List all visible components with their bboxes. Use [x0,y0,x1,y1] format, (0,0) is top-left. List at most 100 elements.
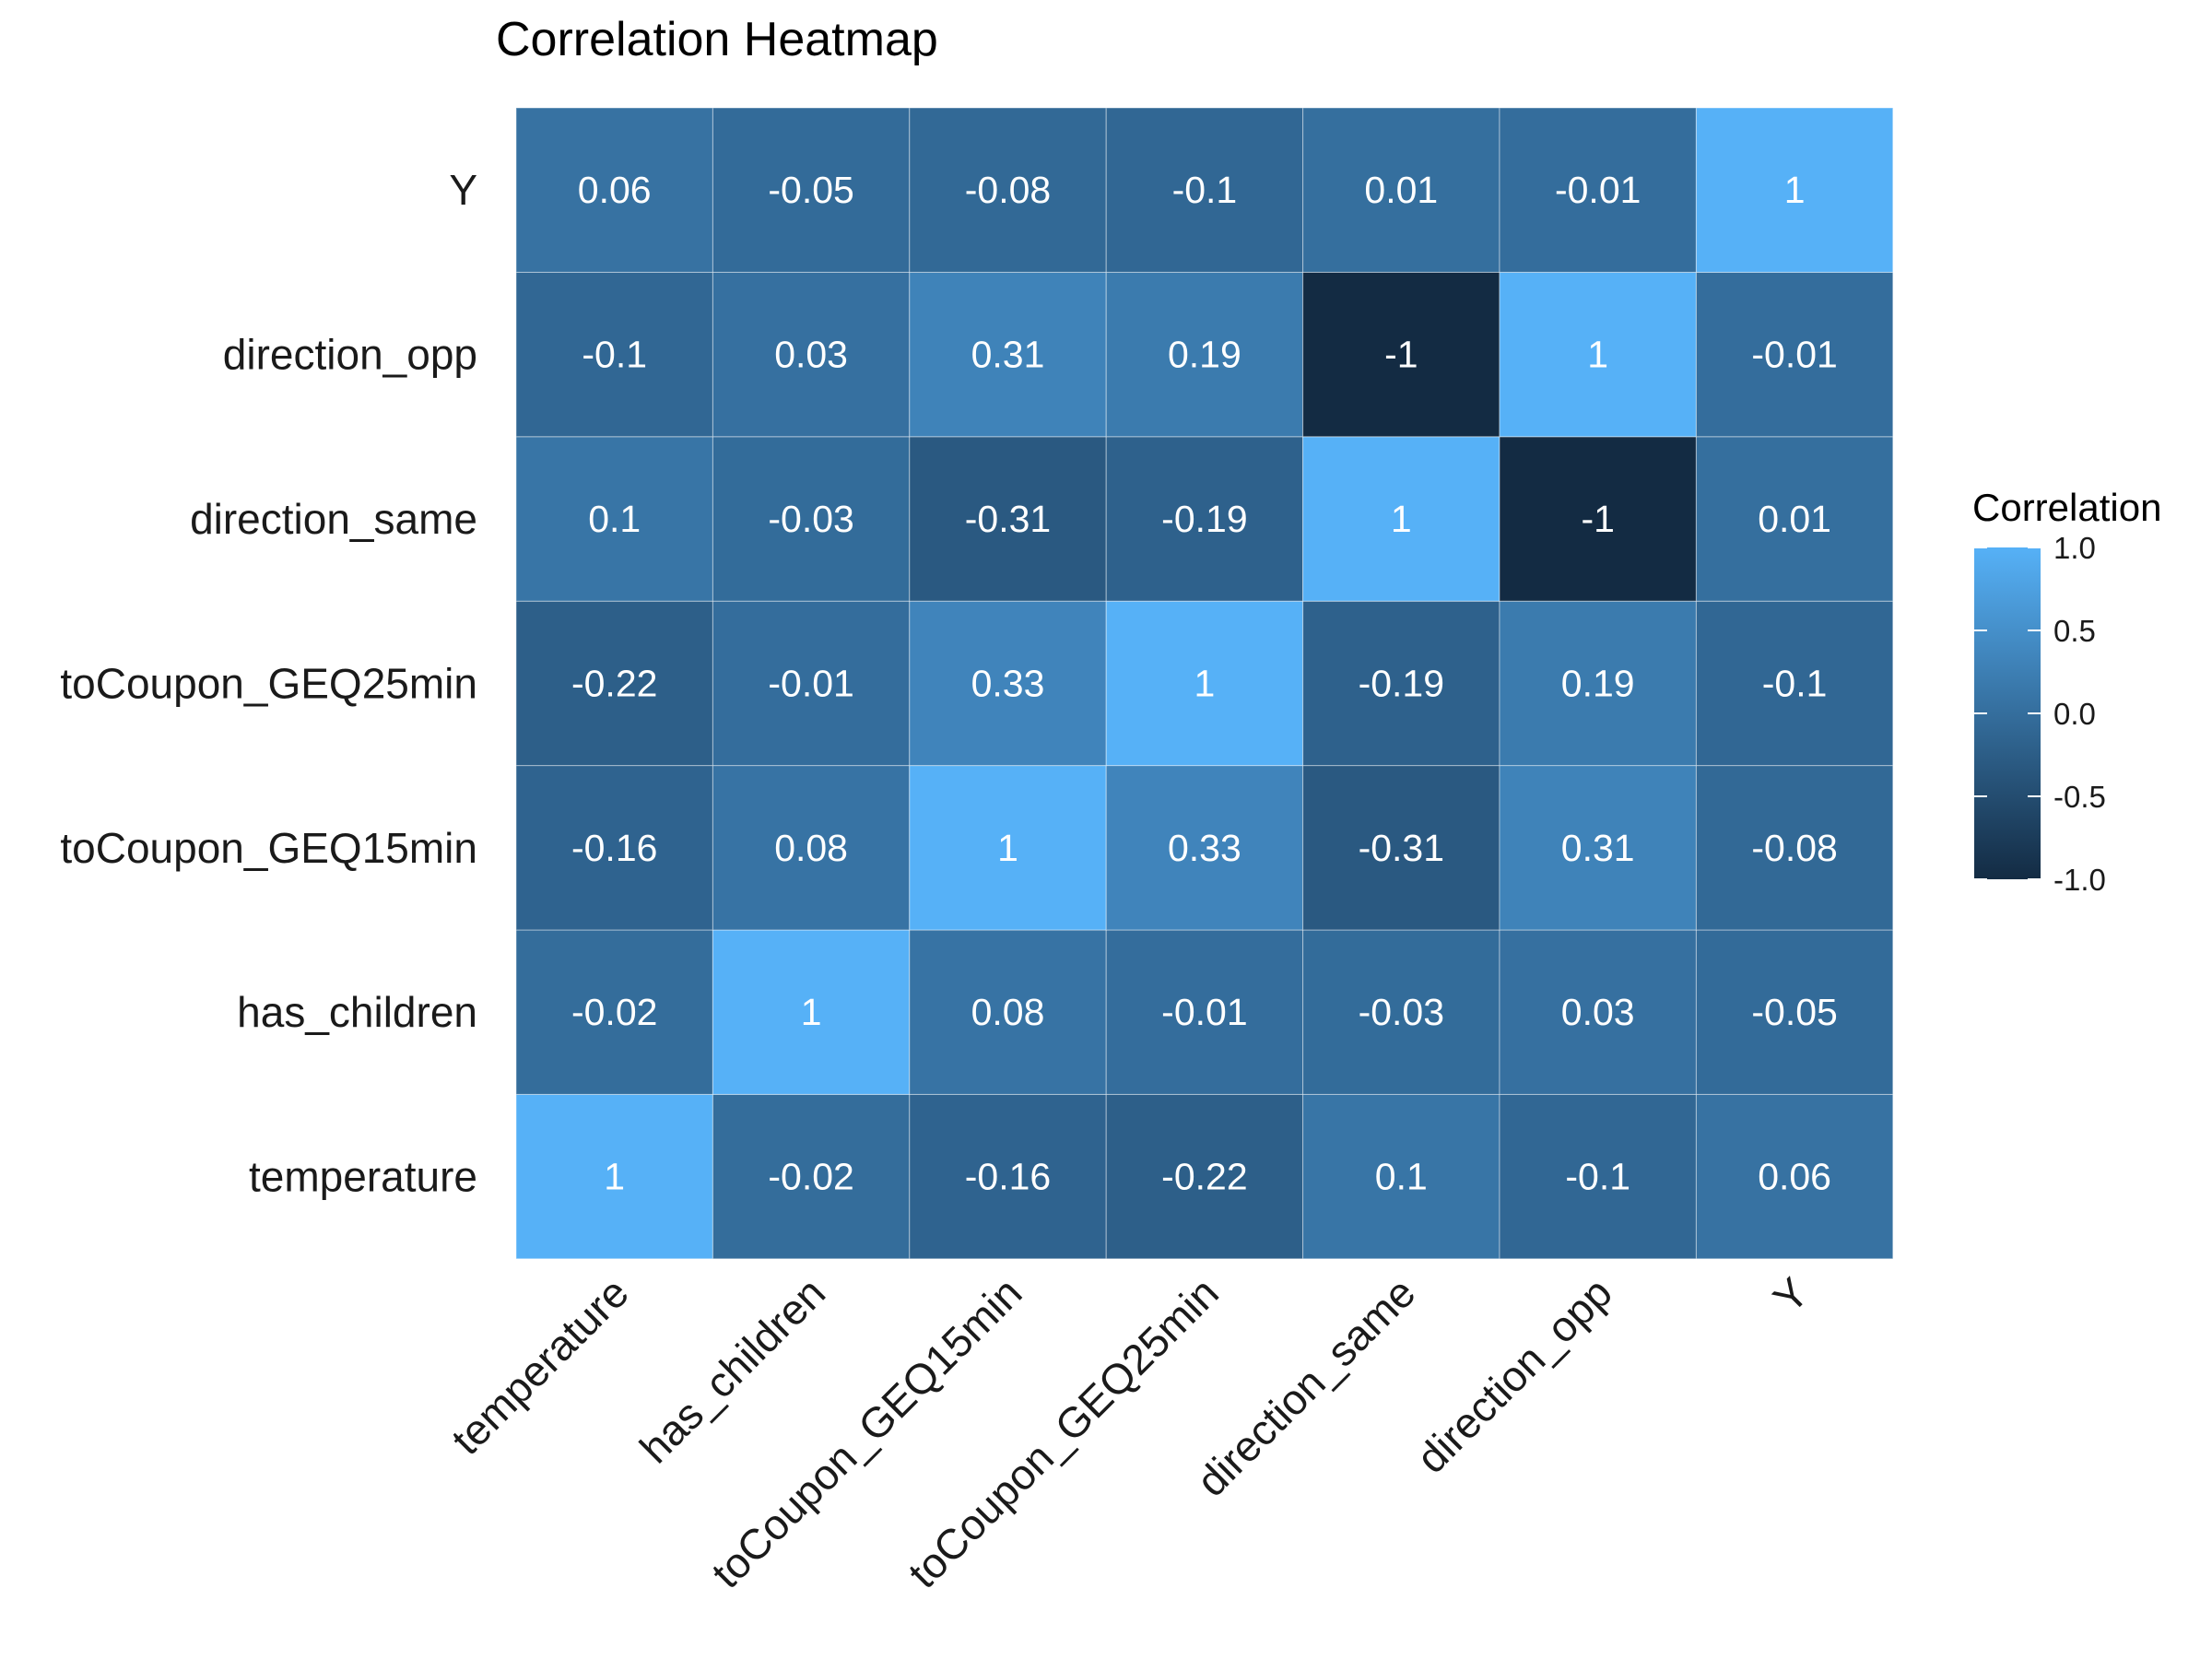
heatmap-cell [909,107,1107,273]
cell-value-label: -0.02 [571,991,657,1033]
heatmap-cell [1499,929,1697,1095]
cell-value-label: 1 [604,1156,625,1198]
heatmap-cells: 1 -0.02 -0.16 -0.22 0.1 -0.1 0.06 -0.02 1 0.08 -0.… [515,107,1894,1260]
heatmap-cell [909,929,1107,1095]
x-tick-label: Y [1764,1268,1818,1322]
cell-value-label: 0.31 [1561,827,1635,869]
cell-value-label: -0.1 [1762,662,1828,704]
heatmap-cell [909,765,1107,931]
cell-value-label: 0.31 [971,334,1045,376]
heatmap-cell [1105,1093,1304,1260]
cell-value-label: -0.01 [768,662,853,704]
x-axis-tick-labels: temperaturehas_childrentoCoupon_GEQ15min… [442,1268,1818,1597]
heatmap-cell [1302,600,1500,767]
cell-value-label: 0.06 [1758,1156,1831,1198]
y-tick-label: direction_same [190,495,477,543]
cell-value-label: -0.05 [1751,991,1837,1033]
legend-tick-label: -1.0 [2053,863,2106,897]
heatmap-cell [1499,107,1697,273]
heatmap-cell [1499,271,1697,438]
heatmap-cell [1302,271,1500,438]
heatmap-cell [515,929,713,1095]
cell-value-label: 0.03 [774,334,848,376]
x-tick-label: temperature [442,1268,638,1464]
cell-value-label: -0.19 [1161,498,1247,540]
heatmap-cell [1105,600,1304,767]
cell-value-label: -0.22 [1161,1156,1247,1198]
heatmap-cell [1695,436,1894,602]
cell-value-label: 0.08 [971,991,1045,1033]
cell-value-label: 1 [1587,334,1608,376]
legend-tick-label: 0.5 [2053,614,2096,648]
legend-title: Correlation [1972,486,2161,529]
cell-value-label: 1 [997,827,1018,869]
cell-value-label: -0.01 [1161,991,1247,1033]
y-tick-label: toCoupon_GEQ25min [60,659,477,707]
cell-value-label: 0.06 [578,169,652,211]
cell-value-label: 0.01 [1758,498,1831,540]
y-tick-label: direction_opp [223,331,477,379]
cell-value-label: -0.1 [582,334,647,376]
legend-tick-label: 0.0 [2053,697,2096,731]
heatmap-cell [515,107,713,273]
cell-value-label: -0.16 [965,1156,1051,1198]
cell-value-label: 1 [1784,169,1806,211]
heatmap-cell [1499,1093,1697,1260]
cell-value-label: 1 [1194,662,1215,704]
cell-value-label: -0.01 [1751,334,1837,376]
cell-value-label: 0.1 [588,498,641,540]
heatmap-cell [712,271,911,438]
heatmap-cell [1499,765,1697,931]
heatmap-cell [712,1093,911,1260]
cell-value-label: -0.03 [1359,991,1444,1033]
heatmap-cell [1302,765,1500,931]
y-tick-label: has_children [237,988,477,1036]
cell-value-label: -0.1 [1565,1156,1630,1198]
cell-value-label: -0.19 [1359,662,1444,704]
x-tick-label: direction_opp [1407,1268,1621,1482]
heatmap-cell [1105,107,1304,273]
cell-value-label: -0.03 [768,498,853,540]
y-tick-label: temperature [249,1153,477,1201]
heatmap-cell [1499,436,1697,602]
heatmap-cell [712,765,911,931]
heatmap-cell [712,929,911,1095]
cell-value-label: -0.08 [1751,827,1837,869]
y-tick-label: Y [449,166,477,214]
y-tick-label: toCoupon_GEQ15min [60,824,477,872]
cell-value-label: 0.1 [1375,1156,1428,1198]
cell-value-label: -0.22 [571,662,657,704]
cell-value-label: 0.19 [1561,662,1635,704]
cell-value-label: -0.02 [768,1156,853,1198]
cell-value-label: -1 [1384,334,1418,376]
heatmap-cell [1499,600,1697,767]
heatmap-cell [1302,929,1500,1095]
heatmap-cell [515,271,713,438]
heatmap-cell [1695,765,1894,931]
cell-value-label: 0.01 [1364,169,1438,211]
legend-tick-label: 1.0 [2053,531,2096,565]
cell-value-label: -0.31 [1359,827,1444,869]
heatmap-cell [1105,271,1304,438]
cell-value-label: 0.03 [1561,991,1635,1033]
heatmap-cell [1695,107,1894,273]
cell-value-label: 0.19 [1168,334,1241,376]
heatmap-cell [1105,765,1304,931]
heatmap-cell [515,765,713,931]
heatmap-cell [1302,1093,1500,1260]
heatmap-cell [909,436,1107,602]
cell-value-label: -1 [1581,498,1614,540]
heatmap-cell [712,107,911,273]
cell-value-label: -0.08 [965,169,1051,211]
y-axis-tick-labels: temperature has_children toCoupon_GEQ15min… [60,166,477,1200]
cell-value-label: -0.1 [1172,169,1238,211]
x-tick-label: has_children [630,1268,834,1472]
cell-value-label: 0.33 [1168,827,1241,869]
legend-ticks: 1.0 0.5 0.0 -0.5 -1.0 [1974,531,2106,897]
heatmap-cell [1302,107,1500,273]
legend-tick-label: -0.5 [2053,780,2106,814]
heatmap-cell [1695,271,1894,438]
heatmap-cell [712,600,911,767]
chart-title: Correlation Heatmap [496,13,938,66]
